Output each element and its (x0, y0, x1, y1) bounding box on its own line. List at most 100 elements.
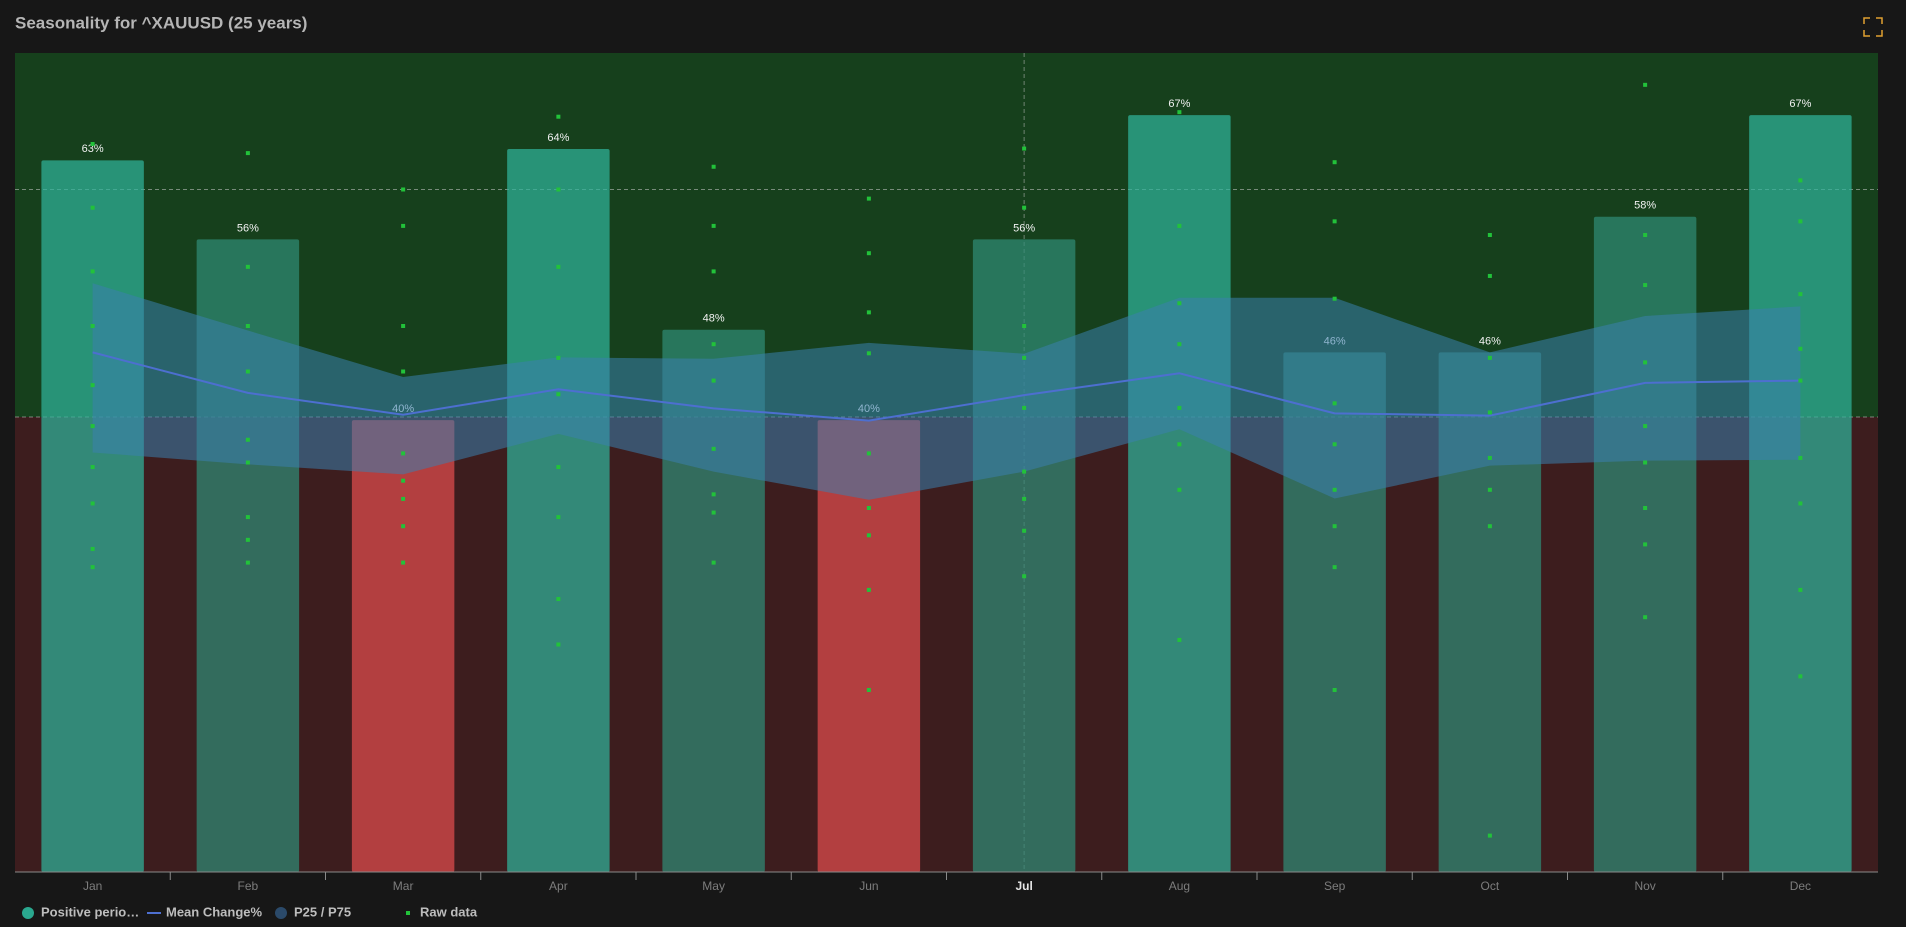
raw-point (90, 424, 95, 429)
raw-point (90, 205, 95, 210)
raw-point (711, 560, 716, 565)
value-label: 67% (1168, 98, 1190, 110)
legend-label: Positive perio… (41, 904, 139, 919)
legend-label: P25 / P75 (294, 904, 351, 919)
raw-point (401, 496, 406, 501)
raw-point (711, 223, 716, 228)
raw-point (556, 355, 561, 360)
raw-point (401, 451, 406, 456)
raw-point (711, 446, 716, 451)
raw-point (1332, 296, 1337, 301)
raw-point (1177, 342, 1182, 347)
value-label: 63% (82, 143, 104, 155)
x-tick-label: Jan (83, 879, 102, 893)
raw-point (1332, 565, 1337, 570)
legend-swatch (275, 907, 287, 919)
value-label: 56% (1013, 222, 1035, 234)
legend-label: Mean Change% (166, 904, 263, 919)
raw-point (1798, 178, 1803, 183)
raw-point (1177, 637, 1182, 642)
raw-point (1798, 501, 1803, 506)
raw-point (245, 264, 250, 269)
bar (1749, 115, 1852, 872)
raw-point (401, 223, 406, 228)
raw-point (1643, 283, 1648, 288)
raw-point (245, 560, 250, 565)
raw-point (556, 392, 561, 397)
raw-point (401, 524, 406, 529)
raw-point (1022, 324, 1027, 328)
x-tick-label: Oct (1481, 879, 1500, 893)
raw-point (90, 465, 95, 470)
raw-point (245, 369, 250, 374)
raw-point (1487, 410, 1492, 415)
raw-point (866, 351, 871, 356)
raw-point (1798, 587, 1803, 592)
value-label: 67% (1789, 98, 1811, 110)
x-tick-label: Sep (1324, 879, 1346, 893)
raw-point (90, 324, 95, 328)
raw-point (711, 164, 716, 169)
raw-point (1643, 542, 1648, 547)
legend-swatch (406, 911, 410, 915)
raw-point (1022, 528, 1027, 533)
raw-point (866, 587, 871, 592)
x-tick-label: Aug (1169, 879, 1190, 893)
raw-point (245, 537, 250, 542)
raw-point (1487, 355, 1492, 360)
bar (351, 420, 455, 872)
raw-point (1487, 524, 1492, 529)
raw-point (1643, 82, 1648, 87)
raw-point (1798, 378, 1803, 383)
x-tick-label: Jul (1015, 879, 1032, 893)
raw-point (401, 369, 406, 374)
chart-title: Seasonality for ^XAUUSD (25 years) (15, 13, 307, 32)
raw-point (1177, 110, 1182, 115)
raw-point (1798, 455, 1803, 460)
raw-point (1177, 223, 1182, 228)
raw-point (245, 460, 250, 465)
negative-zone (15, 417, 1878, 872)
raw-point (1177, 301, 1182, 306)
x-tick-label: Nov (1634, 879, 1655, 893)
raw-point (1487, 487, 1492, 492)
raw-point (556, 597, 561, 601)
legend-label: Raw data (420, 904, 478, 919)
raw-point (1487, 233, 1492, 237)
expand-icon[interactable] (1863, 17, 1883, 37)
percentile-band (92, 283, 1801, 500)
raw-point (1798, 346, 1803, 351)
raw-point (90, 269, 95, 274)
raw-point (866, 533, 871, 538)
raw-point (556, 264, 561, 269)
raw-point (866, 251, 871, 256)
raw-point (711, 378, 716, 383)
x-tick-label: Feb (238, 879, 259, 893)
x-tick-label: May (702, 879, 725, 893)
value-label: 56% (237, 222, 259, 234)
raw-point (1798, 292, 1803, 297)
raw-point (90, 546, 95, 551)
raw-point (245, 437, 250, 442)
raw-point (1022, 574, 1027, 579)
raw-point (90, 142, 95, 146)
x-tick-label: Mar (393, 879, 414, 893)
raw-point (1643, 615, 1648, 620)
raw-point (711, 342, 716, 347)
raw-point (1022, 405, 1027, 410)
raw-point (556, 187, 561, 192)
raw-point (1798, 674, 1803, 679)
raw-point (1643, 460, 1648, 465)
raw-point (245, 515, 250, 520)
raw-point (1487, 833, 1492, 838)
raw-point (1022, 355, 1027, 360)
raw-point (1332, 524, 1337, 529)
raw-point (711, 510, 716, 515)
raw-point (1332, 219, 1337, 224)
raw-point (556, 515, 561, 520)
raw-point (1798, 219, 1803, 224)
raw-point (1643, 360, 1648, 365)
raw-point (1643, 506, 1648, 510)
raw-point (1487, 273, 1492, 278)
